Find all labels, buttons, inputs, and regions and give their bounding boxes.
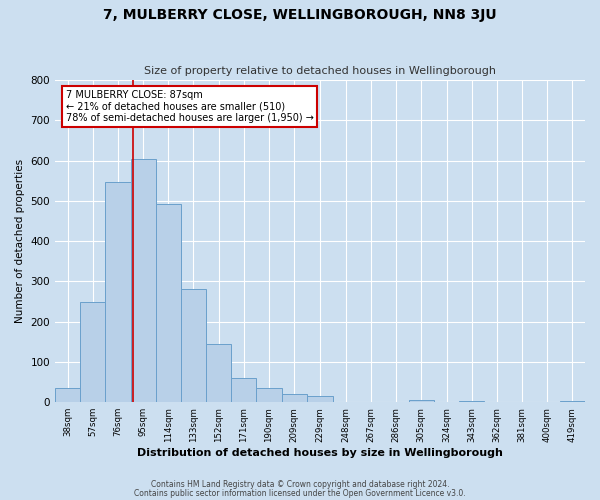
Bar xyxy=(80,302,106,402)
Text: 7 MULBERRY CLOSE: 87sqm
← 21% of detached houses are smaller (510)
78% of semi-d: 7 MULBERRY CLOSE: 87sqm ← 21% of detache… xyxy=(65,90,314,123)
Text: Contains HM Land Registry data © Crown copyright and database right 2024.: Contains HM Land Registry data © Crown c… xyxy=(151,480,449,489)
Bar xyxy=(131,158,156,402)
Bar xyxy=(409,400,434,402)
Bar xyxy=(206,344,231,402)
Bar xyxy=(181,290,206,402)
Bar xyxy=(106,182,131,402)
Bar xyxy=(256,388,281,402)
Text: 7, MULBERRY CLOSE, WELLINGBOROUGH, NN8 3JU: 7, MULBERRY CLOSE, WELLINGBOROUGH, NN8 3… xyxy=(103,8,497,22)
X-axis label: Distribution of detached houses by size in Wellingborough: Distribution of detached houses by size … xyxy=(137,448,503,458)
Bar xyxy=(55,388,80,402)
Bar xyxy=(560,401,585,402)
Bar xyxy=(307,396,333,402)
Y-axis label: Number of detached properties: Number of detached properties xyxy=(15,159,25,323)
Bar xyxy=(459,401,484,402)
Title: Size of property relative to detached houses in Wellingborough: Size of property relative to detached ho… xyxy=(144,66,496,76)
Bar xyxy=(231,378,256,402)
Text: Contains public sector information licensed under the Open Government Licence v3: Contains public sector information licen… xyxy=(134,490,466,498)
Bar xyxy=(281,394,307,402)
Bar xyxy=(156,204,181,402)
